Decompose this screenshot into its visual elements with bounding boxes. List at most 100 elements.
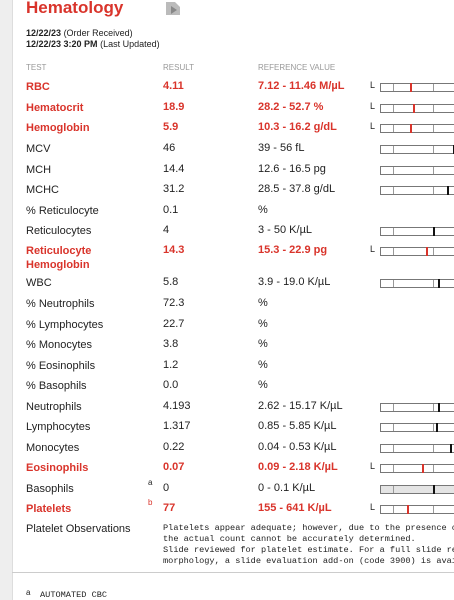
icon [166,2,180,15]
result: 14.3 [163,244,185,256]
range-bar [380,166,454,175]
reference: % [258,297,268,309]
test-name: % Monocytes [26,339,93,351]
test-name: RBC [26,81,50,93]
result: 4.193 [163,400,191,412]
test-name: Reticulocytes [26,225,92,237]
order-line: 12/22/23 (Order Received) [26,28,133,38]
range-divider [433,125,434,132]
test-name: % Reticulocyte [26,205,99,217]
range-bar [380,444,454,453]
section-title: Hematology [26,0,124,17]
test-name: % Basophils [26,380,87,392]
result-marker [447,186,449,195]
result-marker [426,247,428,256]
range-divider [433,506,434,513]
reference: % [258,359,268,371]
range-divider [433,167,434,174]
result-marker [433,485,435,494]
reference: % [258,379,268,391]
reference: 0.04 - 0.53 K/µL [258,441,337,453]
result: 0.07 [163,461,185,473]
comment-line: the actual count cannot be accurately de… [163,534,416,544]
reference: 155 - 641 K/µL [258,502,332,514]
flag: L [370,461,376,471]
reference: 12.6 - 16.5 pg [258,163,326,175]
reference: 0 - 0.1 K/µL [258,482,316,494]
result: 72.3 [163,297,185,309]
range-bar [380,485,454,494]
result: 46 [163,142,176,154]
footnote-mark: b [148,498,153,507]
divider [12,572,454,573]
flag: L [370,80,376,90]
range-bar [380,279,454,288]
range-divider [393,404,394,411]
range-divider [393,187,394,194]
updated-line: 12/22/23 3:20 PM (Last Updated) [26,39,160,49]
reference: % [258,338,268,350]
test-name: MCV [26,143,51,155]
range-divider [393,125,394,132]
range-divider [393,424,394,431]
side-margin [0,0,13,600]
result-marker [407,505,409,514]
range-bar [380,227,454,236]
result-marker [450,444,452,453]
comment-line: morphology, a slide evaluation add-on (c… [163,556,454,566]
range-divider [433,280,434,287]
range-bar [380,145,454,154]
range-divider [433,105,434,112]
range-divider [393,445,394,452]
reference: 28.2 - 52.7 % [258,101,324,113]
result: 18.9 [163,101,185,113]
comment-line: Slide reviewed for platelet estimate. Fo… [163,545,454,555]
result: 0.1 [163,204,179,216]
updated-label: (Last Updated) [100,39,160,49]
result: 1.317 [163,420,191,432]
test-name: Platelets [26,503,72,515]
result: 1.2 [163,359,179,371]
reference: % [258,318,268,330]
reference: 0.09 - 2.18 K/µL [258,461,338,473]
test-name: Hematocrit [26,102,84,114]
test-name: Platelet Observations [26,523,131,535]
range-divider [433,404,434,411]
range-divider [393,146,394,153]
test-name: Eosinophils [26,462,89,474]
test-name: Monocytes [26,442,80,454]
result: 31.2 [163,183,185,195]
reference: 28.5 - 37.8 g/dL [258,183,336,195]
range-divider [433,465,434,472]
range-bar [380,124,454,133]
test-name: Basophils [26,483,74,495]
test-name: Reticulocyte Hemoglobin [26,245,92,271]
result: 5.8 [163,276,179,288]
range-divider [393,486,394,493]
range-divider [393,465,394,472]
flag: L [370,502,376,512]
range-bar [380,247,454,256]
result: 3.8 [163,338,179,350]
range-divider [433,248,434,255]
range-divider [393,280,394,287]
column-header: REFERENCE VALUE [258,63,336,72]
footnote-mark: a [148,478,153,487]
reference: % [258,204,268,216]
result-marker [410,124,412,133]
range-divider [433,424,434,431]
result: 0 [163,482,170,494]
result-marker [438,279,440,288]
range-bar [380,104,454,113]
range-divider [393,248,394,255]
range-bar [380,403,454,412]
range-divider [393,506,394,513]
column-header: RESULT [163,63,194,72]
reference: 39 - 56 fL [258,142,305,154]
test-name: % Neutrophils [26,298,95,310]
result-marker [438,403,440,412]
test-name: MCH [26,164,52,176]
test-name: Lymphocytes [26,421,91,433]
range-divider [433,445,434,452]
